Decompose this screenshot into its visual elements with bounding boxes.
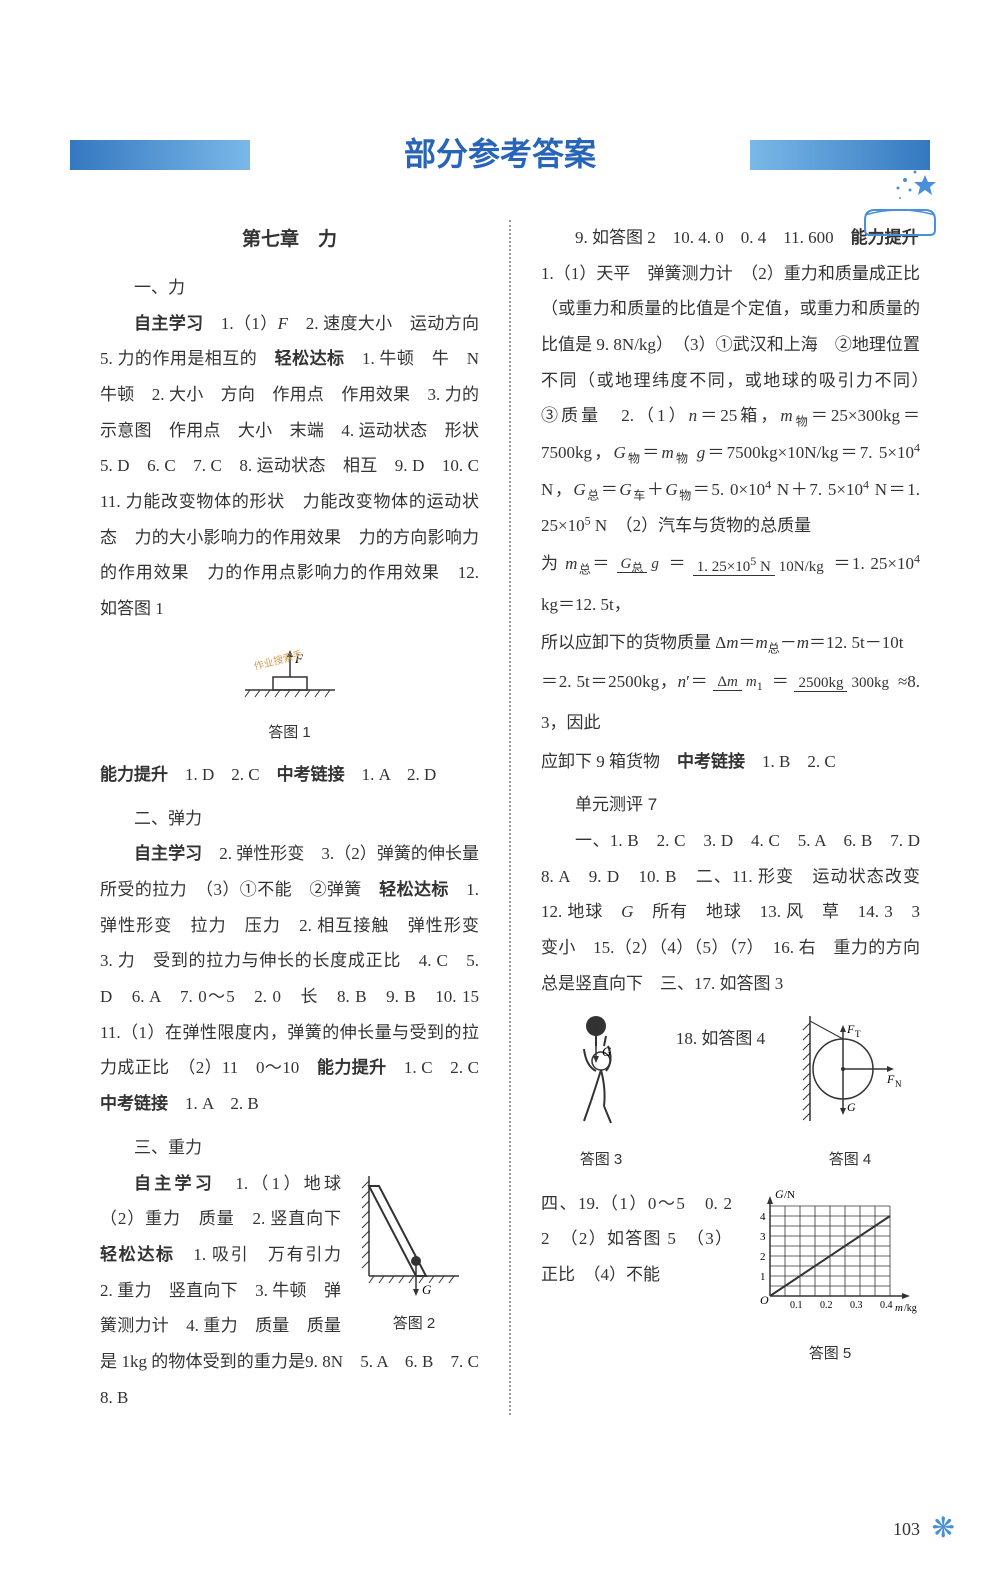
figure-5-label: 答图 5: [740, 1338, 920, 1370]
section-1-tail: 能力提升 1. D 2. C 中考链接 1. A 2. D: [100, 757, 479, 793]
right-para-3: 应卸下 9 箱货物 中考链接 1. B 2. C: [541, 744, 920, 780]
formula2-prefix: ＝2. 5t＝2500kg，n′＝: [541, 672, 708, 691]
frac-2b: 2500kg300kg: [794, 674, 893, 692]
svg-text:m: m: [895, 1302, 903, 1314]
content-area: 第七章 力 一、力 自主学习 1.（1）F 2. 速度大小 运动方向 5. 力的…: [0, 180, 1000, 1415]
svg-text:G: G: [422, 1282, 432, 1296]
column-divider: [509, 220, 511, 1415]
answer-figure-2-svg: G: [354, 1166, 474, 1296]
formula1-prefix: 为 m总＝: [541, 554, 611, 573]
section-2-body: 自主学习 2. 弹性形变 3.（2）弹簧的伸长量 所受的拉力 （3）①不能 ②弹…: [100, 836, 479, 1122]
figure-1: F 作业搜索手 答图 1: [100, 635, 479, 749]
figure-4: FT FN G 答图 4: [795, 1011, 905, 1175]
main-title: 部分参考答案: [364, 121, 636, 188]
figure-1-label: 答图 1: [100, 717, 479, 749]
unit-test-title: 单元测评 7: [541, 787, 920, 823]
title-banner: 部分参考答案: [0, 130, 1000, 180]
svg-text:G: G: [602, 1044, 612, 1059]
figure-3-label: 答图 3: [556, 1144, 646, 1176]
banner-left-stripe: [70, 140, 250, 170]
svg-text:2: 2: [760, 1251, 766, 1263]
page-number: 103: [893, 1511, 920, 1549]
svg-text:G: G: [847, 1100, 856, 1114]
answer-figure-4-svg: FT FN G: [795, 1011, 905, 1131]
answer-figure-5-svg: G/N 4 3 2: [740, 1186, 920, 1326]
figure-5-wrap: G/N 4 3 2: [740, 1186, 920, 1370]
formula-1-line: 为 m总＝ G总g ＝ 1. 25×105 N10N/kg ＝1. 25×104…: [541, 544, 920, 626]
right-column: 9. 如答图 2 10. 4. 0 0. 4 11. 600 能力提升 1.（1…: [541, 220, 920, 1415]
svg-text:0.3: 0.3: [850, 1300, 863, 1311]
section-1-title: 一、力: [100, 270, 479, 306]
section-1-body: 自主学习 1.（1）F 2. 速度大小 运动方向 5. 力的作用是相互的 轻松达…: [100, 306, 479, 627]
chapter-title: 第七章 力: [100, 220, 479, 260]
svg-text:/N: /N: [784, 1189, 795, 1201]
figure-2-label: 答图 2: [349, 1308, 479, 1340]
svg-text:作业搜索手: 作业搜索手: [252, 647, 304, 672]
frac-2a: Δmm1: [713, 673, 766, 693]
unit-test-body: 一、1. B 2. C 3. D 4. C 5. A 6. B 7. D 8. …: [541, 823, 920, 1001]
frac-1b: 1. 25×105 N10N/kg: [693, 554, 828, 576]
frac-1a: G总g: [617, 555, 663, 575]
corner-decoration-icon: ❋: [932, 1500, 955, 1559]
figure-inline-text: 18. 如答图 4: [676, 1011, 765, 1057]
left-column: 第七章 力 一、力 自主学习 1.（1）F 2. 速度大小 运动方向 5. 力的…: [100, 220, 479, 1415]
svg-text:F: F: [886, 1072, 895, 1086]
svg-text:F: F: [846, 1022, 855, 1036]
figure-3: G 答图 3: [556, 1011, 646, 1175]
figure-4-label: 答图 4: [795, 1144, 905, 1176]
svg-text:/kg: /kg: [904, 1303, 917, 1314]
svg-text:0.1: 0.1: [790, 1300, 803, 1311]
svg-text:0.4: 0.4: [880, 1300, 893, 1311]
formula1-eq: ＝: [669, 554, 687, 573]
formula2-eq: ＝: [772, 672, 790, 691]
banner-right-stripe: [750, 140, 930, 170]
svg-text:G: G: [775, 1187, 784, 1201]
svg-text:3: 3: [760, 1231, 766, 1243]
section-2-title: 二、弹力: [100, 801, 479, 837]
section-3-title: 三、重力: [100, 1130, 479, 1166]
svg-text:N: N: [895, 1079, 902, 1089]
formula-2-line: ＝2. 5t＝2500kg，n′＝ Δmm1 ＝ 2500kg300kg ≈8.…: [541, 662, 920, 744]
answer-figure-1-svg: F 作业搜索手: [225, 635, 355, 705]
figure-2-wrap: G 答图 2: [349, 1166, 479, 1340]
figure-3-4-row: G 答图 3 18. 如答图 4: [541, 1011, 920, 1175]
svg-text:0.2: 0.2: [820, 1300, 833, 1311]
svg-text:4: 4: [760, 1211, 766, 1223]
svg-text:T: T: [855, 1029, 861, 1039]
right-para-1: 9. 如答图 2 10. 4. 0 0. 4 11. 600 能力提升 1.（1…: [541, 220, 920, 544]
svg-text:O: O: [760, 1293, 769, 1307]
right-para-2: 所以应卸下的货物质量 Δm＝m总－m＝12. 5t－10t: [541, 625, 920, 662]
answer-figure-3-svg: G: [556, 1011, 646, 1131]
svg-text:1: 1: [760, 1271, 766, 1283]
